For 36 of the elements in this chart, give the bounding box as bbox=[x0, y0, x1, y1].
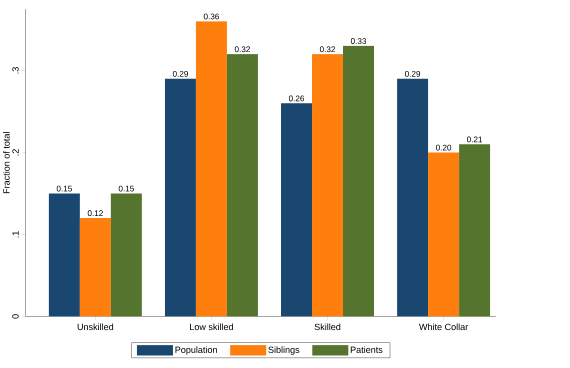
y-tick-label: .2 bbox=[12, 149, 19, 156]
x-tick-label: Skilled bbox=[314, 323, 340, 330]
bar bbox=[80, 218, 111, 316]
data-label: 0.32 bbox=[320, 46, 336, 52]
y-tick-label: .3 bbox=[12, 67, 19, 74]
data-label: 0.33 bbox=[350, 38, 366, 44]
y-tick-label: .1 bbox=[12, 231, 19, 238]
bar bbox=[428, 152, 460, 316]
x-tick-label: Unskilled bbox=[78, 323, 114, 330]
legend-label: Population bbox=[176, 346, 217, 355]
data-label: 0.32 bbox=[234, 46, 250, 52]
data-label: 0.29 bbox=[404, 70, 420, 77]
data-label: 0.21 bbox=[466, 136, 482, 142]
y-axis-title: Fraction of total bbox=[3, 132, 10, 194]
bar bbox=[343, 46, 374, 316]
bar bbox=[459, 144, 490, 316]
bar bbox=[312, 54, 344, 316]
bar bbox=[196, 21, 227, 316]
bar bbox=[226, 54, 258, 316]
legend-label: Siblings bbox=[268, 346, 300, 355]
data-label: 0.15 bbox=[56, 186, 72, 192]
data-label: 0.12 bbox=[88, 210, 103, 216]
x-tick-label: Low skilled bbox=[190, 323, 233, 330]
data-label: 0.20 bbox=[436, 144, 452, 151]
data-label: 0.29 bbox=[172, 70, 188, 77]
bar bbox=[110, 193, 142, 316]
legend-label: Patients bbox=[350, 346, 382, 353]
data-label: 0.36 bbox=[204, 14, 219, 20]
x-tick-label: White Collar bbox=[419, 323, 468, 330]
bar bbox=[164, 78, 196, 316]
bar bbox=[48, 193, 80, 316]
bar bbox=[281, 103, 312, 316]
y-tick-label: 0 bbox=[12, 314, 19, 319]
bar bbox=[397, 78, 428, 316]
data-label: 0.26 bbox=[288, 96, 304, 102]
data-label: 0.15 bbox=[118, 186, 134, 192]
